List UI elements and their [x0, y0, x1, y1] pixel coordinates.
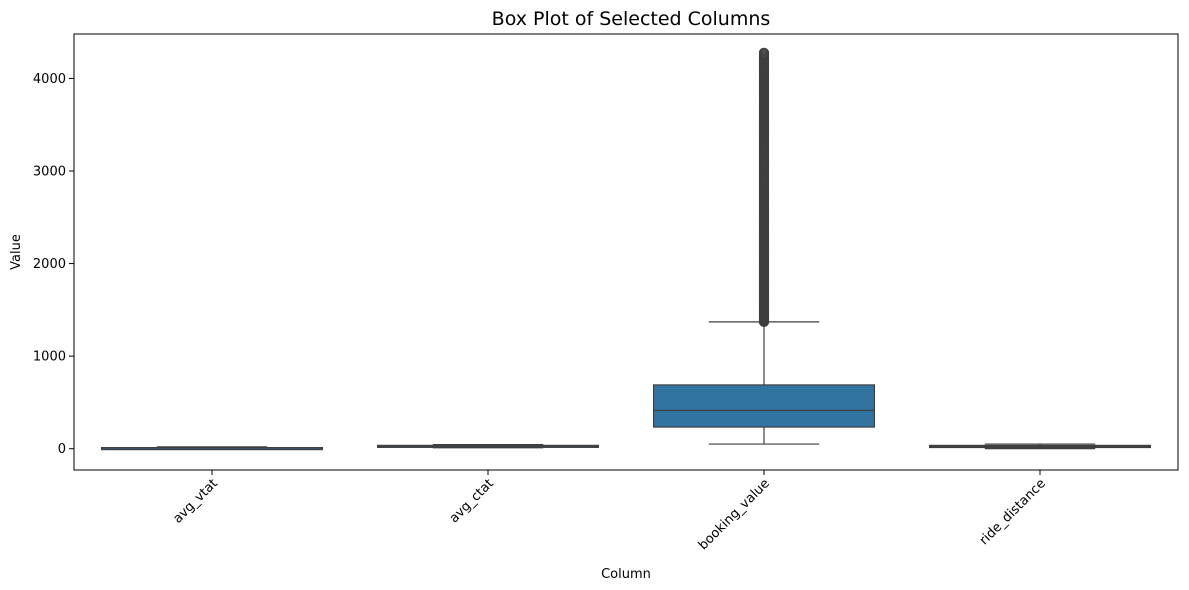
y-tick-label: 4000 [33, 72, 66, 87]
outlier-point [758, 47, 770, 58]
y-tick-label: 1000 [33, 350, 66, 365]
x-tick-label: avg_ctat [447, 476, 497, 526]
y-tick-label: 2000 [33, 257, 66, 272]
x-axis: avg_vtat avg_ctat booking_value ride_distan… [170, 470, 1049, 553]
y-axis-label: Value [9, 234, 24, 270]
outliers [758, 47, 770, 327]
chart-title: Box Plot of Selected Columns [492, 8, 771, 30]
box-booking-value [652, 47, 875, 445]
x-tick-label: booking_value [696, 476, 773, 553]
x-tick-label: ride_distance [977, 476, 1049, 548]
y-axis: 0 1000 2000 3000 4000 [33, 72, 74, 457]
box-ride-distance [928, 443, 1151, 450]
plot-frame [73, 33, 1179, 471]
box-avg-vtat [100, 446, 324, 451]
x-tick-label: avg_vtat [170, 476, 220, 526]
box-avg-ctat [377, 443, 600, 449]
y-tick-label: 0 [58, 442, 66, 457]
box-body [652, 384, 875, 428]
y-tick-label: 3000 [33, 165, 66, 180]
plot-area [100, 47, 1151, 451]
x-axis-label: Column [601, 567, 651, 582]
